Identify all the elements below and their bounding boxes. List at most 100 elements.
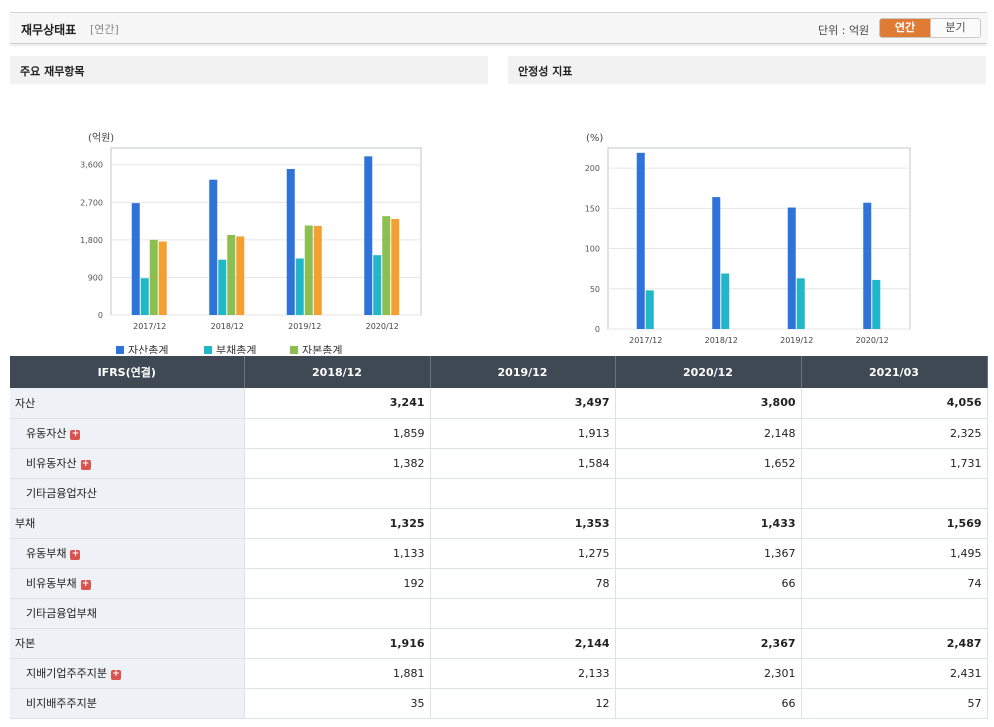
y-tick-label: 150 [585, 204, 600, 213]
legend-swatch [116, 346, 124, 354]
row-value: 1,353 [430, 508, 616, 539]
expand-plus-icon[interactable]: + [70, 429, 81, 440]
y-tick-label: 0 [98, 311, 103, 320]
table-row: 유동자산 +1,859 1,913 2,148 2,325 [10, 418, 988, 449]
row-value: 1,916 [244, 628, 431, 659]
legend-label: 자본총계 [302, 344, 342, 354]
row-label-text: 자산 [15, 396, 36, 410]
row-value [801, 598, 988, 629]
y-tick-label: 1,800 [80, 236, 103, 245]
period-header: 2018/12 [244, 356, 431, 388]
row-value: 35 [244, 688, 431, 719]
period-header: 2019/12 [430, 356, 616, 388]
statement-header: 재무상태표 [연간] 단위 : 억원 연간 분기 [10, 12, 987, 44]
balance-sheet-table: IFRS(연결) 2018/12 2019/12 2020/12 2021/03… [10, 356, 988, 719]
bar [373, 255, 382, 315]
row-value [615, 598, 802, 629]
row-label: 자본 [10, 628, 245, 659]
row-value [430, 478, 616, 509]
row-value [244, 478, 431, 509]
x-tick-label: 2017/12 [629, 336, 662, 345]
unit-label: (%) [586, 133, 603, 144]
period-toggle: 연간 분기 [879, 18, 981, 38]
row-label: 기타금융업부채 [10, 598, 245, 629]
expand-plus-icon[interactable]: + [80, 579, 91, 590]
bar [149, 239, 158, 315]
major-items-panel: 주요 재무항목 0 900 1,800 2,700 3,600 (억원) 2017/12 20… [10, 56, 488, 354]
x-tick-label: 2020/12 [856, 336, 889, 345]
plot-area [607, 147, 911, 330]
table-row: 비유동부채 +192 78 66 74 [10, 568, 988, 599]
legend-swatch [290, 346, 298, 354]
quarter-toggle-button[interactable]: 분기 [930, 19, 980, 37]
table-header-row: IFRS(연결) 2018/12 2019/12 2020/12 2021/03 [10, 356, 988, 388]
row-value: 1,495 [801, 538, 988, 569]
row-value: 1,133 [244, 538, 431, 569]
bar [286, 169, 295, 315]
row-value: 1,859 [244, 418, 431, 449]
row-value: 1,569 [801, 508, 988, 539]
row-value: 2,133 [430, 658, 616, 689]
row-value: 12 [430, 688, 616, 719]
expand-plus-icon[interactable]: + [110, 669, 121, 680]
row-value: 78 [430, 568, 616, 599]
table-row: 부채 1,325 1,353 1,433 1,569 [10, 508, 988, 539]
ifrs-header: IFRS(연결) [10, 356, 245, 388]
x-tick-label: 2019/12 [780, 336, 813, 345]
expand-plus-icon[interactable]: + [70, 549, 81, 560]
table-row: 기타금융업자산 [10, 478, 988, 509]
row-value: 2,431 [801, 658, 988, 689]
table-row: 비유동자산 +1,382 1,584 1,652 1,731 [10, 448, 988, 479]
statement-title: 재무상태표 [21, 23, 77, 37]
row-value: 2,367 [615, 628, 802, 659]
row-value [801, 478, 988, 509]
row-value: 3,497 [430, 388, 616, 419]
bar [645, 290, 654, 329]
row-label-text: 비유동부채 [26, 577, 77, 590]
row-label-text: 지배기업주주지분 [26, 667, 107, 680]
row-label-text: 유동자산 [26, 427, 67, 440]
row-label: 지배기업주주지분 + [10, 658, 245, 689]
row-value: 1,731 [801, 448, 988, 479]
bar [391, 218, 400, 315]
stability-panel: 안정성 지표 0 50 100 150 200 (%) 2017/12 2018/12 2019… [508, 56, 986, 354]
row-value [615, 478, 802, 509]
bar [382, 216, 391, 315]
bar [131, 203, 140, 315]
row-value: 3,241 [244, 388, 431, 419]
row-value: 2,325 [801, 418, 988, 449]
row-value: 192 [244, 568, 431, 599]
row-label: 비유동자산 + [10, 448, 245, 479]
row-value: 1,913 [430, 418, 616, 449]
x-tick-label: 2018/12 [705, 336, 738, 345]
row-value: 1,652 [615, 448, 802, 479]
annual-toggle-button[interactable]: 연간 [880, 19, 930, 37]
bar [796, 278, 805, 329]
x-tick-label: 2018/12 [211, 322, 244, 331]
row-value [244, 598, 431, 629]
y-tick-label: 0 [595, 325, 600, 334]
row-label: 기타금융업자산 [10, 478, 245, 509]
row-label: 비유동부채 + [10, 568, 245, 599]
bar [313, 225, 322, 315]
expand-plus-icon[interactable]: + [80, 459, 91, 470]
row-value: 2,148 [615, 418, 802, 449]
bar [295, 258, 304, 315]
bar [863, 202, 872, 329]
row-value: 1,382 [244, 448, 431, 479]
row-value: 57 [801, 688, 988, 719]
row-value: 74 [801, 568, 988, 599]
bar [236, 236, 245, 315]
table-row: 유동부채 +1,133 1,275 1,367 1,495 [10, 538, 988, 569]
statement-period-label: [연간] [90, 23, 119, 36]
unit-label: (억원) [88, 132, 114, 144]
legend-label: 자산총계 [128, 344, 168, 354]
row-value: 4,056 [801, 388, 988, 419]
row-label-text: 부채 [15, 517, 36, 530]
row-label-text: 자본 [15, 637, 36, 650]
y-tick-label: 200 [585, 164, 600, 173]
row-value: 1,275 [430, 538, 616, 569]
x-tick-label: 2017/12 [133, 322, 166, 331]
row-label: 유동부채 + [10, 538, 245, 569]
bar [364, 156, 373, 315]
